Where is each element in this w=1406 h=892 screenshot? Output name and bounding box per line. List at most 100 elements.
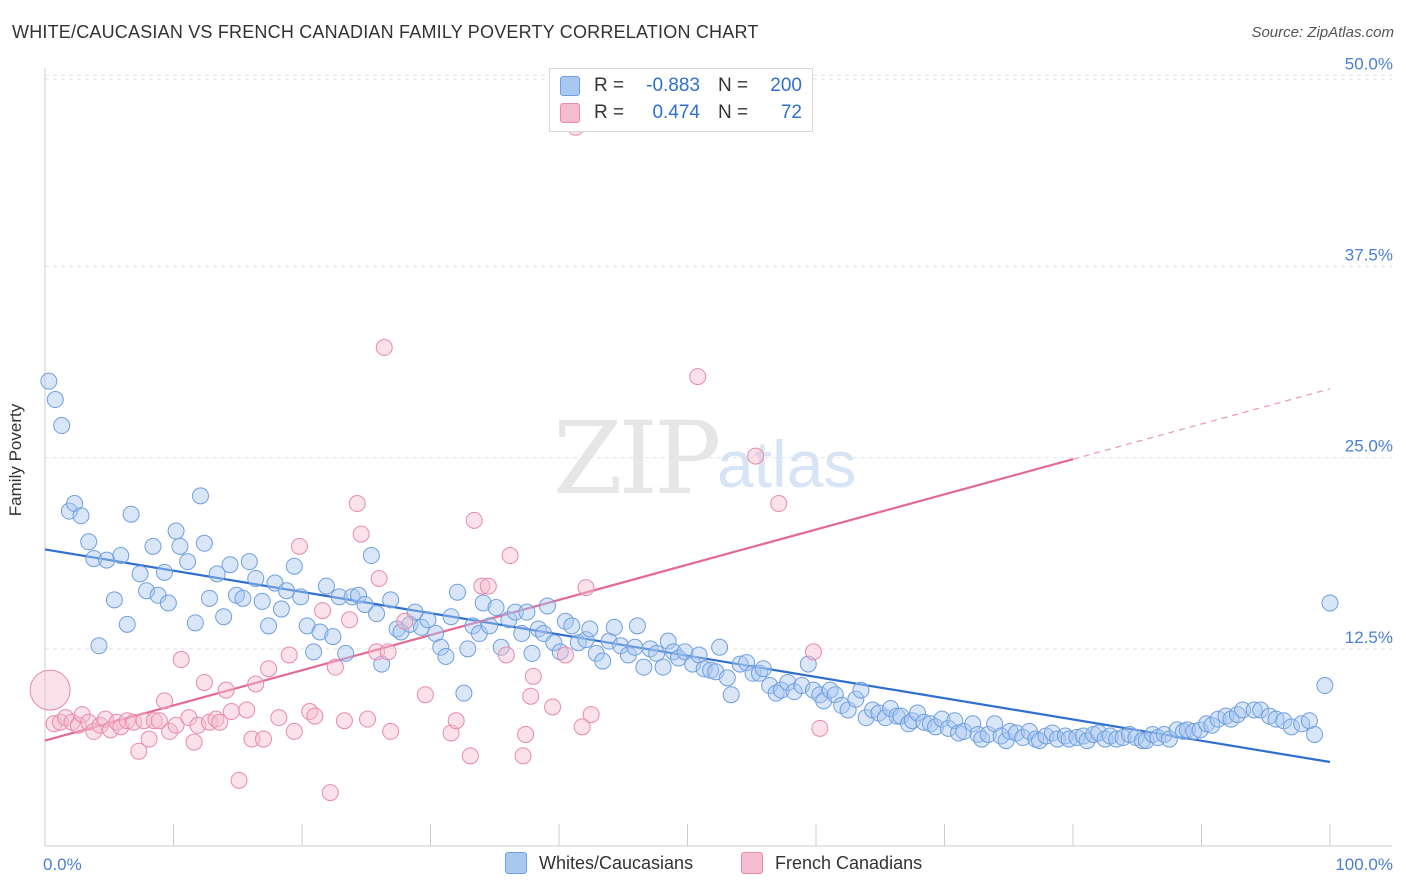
data-point-whites (292, 588, 310, 606)
data-point-whites (506, 603, 524, 621)
y-tick-label: 25.0% (1345, 437, 1393, 456)
data-point-french-canadians (140, 730, 158, 748)
data-point-whites (581, 620, 599, 638)
data-point-french-canadians (85, 722, 103, 740)
data-point-whites (419, 611, 437, 629)
source-label: Source: ZipAtlas.com (1251, 24, 1394, 41)
data-point-whites (1282, 718, 1300, 736)
data-point-whites (529, 620, 547, 638)
legend-r-label: R = (594, 75, 625, 96)
data-point-whites (311, 623, 329, 641)
data-point-whites (654, 658, 672, 676)
data-point-whites (1155, 725, 1173, 743)
data-point-whites (722, 686, 740, 704)
data-point-whites (1108, 730, 1126, 748)
data-point-whites (1245, 701, 1263, 719)
data-point-whites (105, 591, 123, 609)
data-point-french-canadians (359, 710, 377, 728)
data-point-whites (278, 582, 296, 600)
legend-n-value: 72 (780, 102, 802, 123)
data-point-french-canadians (150, 712, 168, 730)
data-point-whites (847, 690, 865, 708)
data-point-french-canadians (285, 722, 303, 740)
data-point-french-canadians (577, 579, 595, 597)
data-point-whites (272, 600, 290, 618)
data-point-french-canadians (135, 712, 153, 730)
y-tick-label: 37.5% (1345, 245, 1393, 264)
data-point-whites (826, 686, 844, 704)
data-point-french-canadians (473, 577, 491, 595)
data-point-whites (545, 634, 563, 652)
data-point-whites (1228, 706, 1246, 724)
legend-r-label: R = (594, 102, 625, 123)
data-point-whites (523, 644, 541, 662)
x-tick-label: 0.0% (43, 855, 82, 874)
legend-n-value: 200 (770, 75, 802, 96)
data-point-whites (260, 617, 278, 635)
data-point-french-canadians (335, 712, 353, 730)
data-point-french-canadians (247, 675, 265, 693)
data-point-whites (215, 608, 233, 626)
data-point-whites (1203, 716, 1221, 734)
data-point-french-canadians (29, 669, 71, 711)
data-point-whites (46, 391, 64, 409)
data-point-whites (240, 553, 258, 571)
data-point-whites (131, 565, 149, 583)
bottom-legend-label: French Canadians (775, 852, 923, 873)
data-point-whites (330, 588, 348, 606)
data-point-whites (90, 637, 108, 655)
data-point-whites (767, 684, 785, 702)
data-point-french-canadians (416, 686, 434, 704)
axes (44, 68, 1392, 847)
data-point-french-canadians (145, 712, 163, 730)
watermark-atlas: atlas (717, 427, 857, 501)
data-point-whites (711, 638, 729, 656)
data-point-whites (1096, 730, 1114, 748)
legend-swatch-blue (560, 76, 580, 96)
data-point-french-canadians (222, 703, 240, 721)
data-point-french-canadians (290, 537, 308, 555)
data-point-french-canadians (524, 667, 542, 685)
data-point-french-canadians (172, 651, 190, 669)
data-point-whites (356, 595, 374, 613)
data-point-french-canadians (522, 687, 540, 705)
data-point-french-canadians (811, 719, 829, 737)
data-point-french-canadians (465, 511, 483, 529)
data-point-french-canadians (379, 643, 397, 661)
data-point-french-canadians (211, 713, 229, 731)
bottom-legend-french-canadians: French Canadians (741, 852, 922, 874)
data-point-whites (718, 669, 736, 687)
data-point-whites (1185, 722, 1203, 740)
data-point-whites (337, 644, 355, 662)
data-point-whites (40, 372, 58, 390)
bottom-legend-label: Whites/Caucasians (539, 852, 694, 873)
data-point-whites (626, 638, 644, 656)
legend-row-whites: R = -0.883 N = 200 (560, 74, 802, 98)
data-point-whites (112, 547, 130, 565)
data-point-whites (852, 681, 870, 699)
data-point-french-canadians (243, 730, 261, 748)
data-point-french-canadians (314, 602, 332, 620)
legend-row-french-canadians: R = 0.474 N = 72 (560, 101, 802, 125)
data-point-whites (191, 487, 209, 505)
data-point-french-canadians (51, 713, 69, 731)
data-point-french-canadians (167, 716, 185, 734)
legend-n-label: N = (718, 102, 749, 123)
data-point-whites (1234, 701, 1252, 719)
data-point-whites (676, 643, 694, 661)
data-point-whites (670, 649, 688, 667)
data-point-whites (563, 617, 581, 635)
data-point-whites (234, 589, 252, 607)
data-point-french-canadians (573, 718, 591, 736)
data-point-french-canadians (260, 660, 278, 678)
data-point-french-canadians (461, 747, 479, 765)
data-point-french-canadians (326, 658, 344, 676)
data-point-whites (432, 638, 450, 656)
data-point-french-canadians (556, 646, 574, 664)
data-point-french-canadians (370, 569, 388, 587)
data-point-french-canadians (280, 646, 298, 664)
data-point-french-canadians (69, 716, 87, 734)
data-point-whites (195, 534, 213, 552)
data-point-whites (171, 537, 189, 555)
data-point-french-canadians (230, 771, 248, 789)
